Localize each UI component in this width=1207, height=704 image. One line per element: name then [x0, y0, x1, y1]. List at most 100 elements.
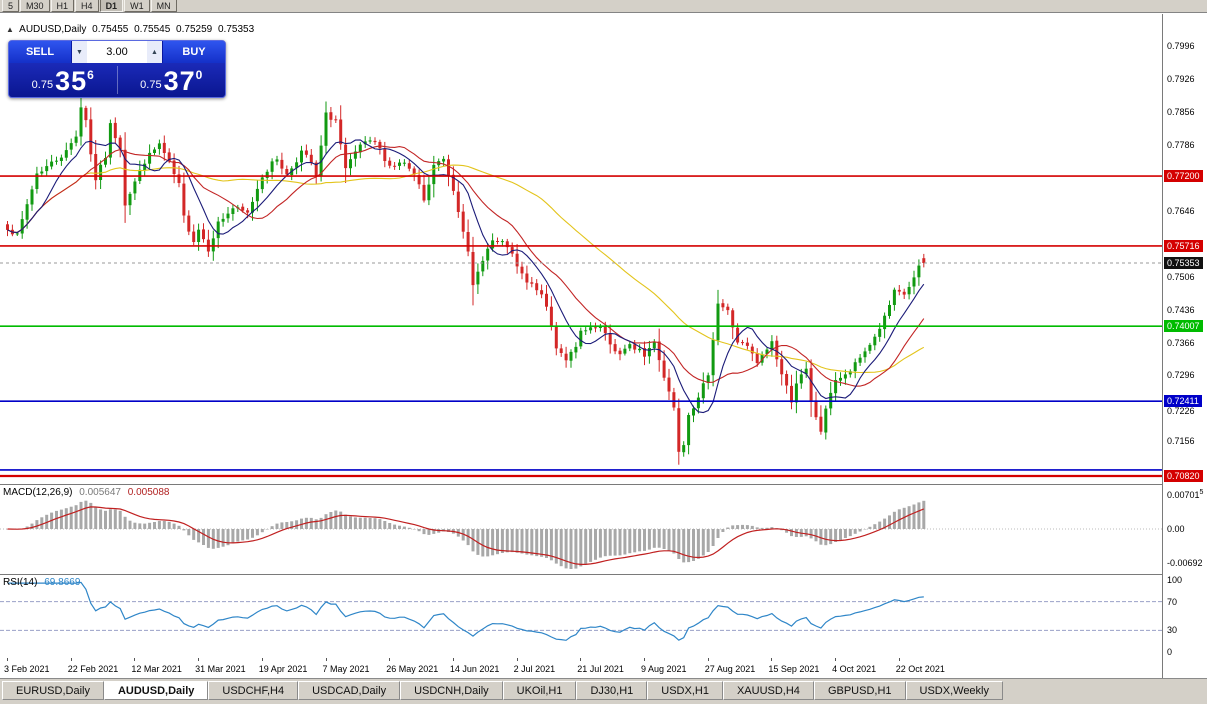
price-axis[interactable]: 0.7996 0.7926 0.7856 0.7786 0.7646 0.7506 0.74… [1163, 14, 1207, 678]
chart-tab-usdx-weekly[interactable]: USDX,Weekly [905, 681, 1003, 700]
candle [853, 358, 857, 379]
macd-bar [579, 529, 583, 567]
candle [226, 207, 230, 223]
candle [378, 139, 382, 155]
pane-separator[interactable] [0, 574, 1207, 575]
price-tick-label: 0.7366 [1167, 337, 1195, 348]
macd-bar [353, 517, 357, 529]
macd-bar [868, 526, 872, 529]
chart-tab-usdcnh-daily[interactable]: USDCNH,Daily [400, 681, 503, 700]
macd-bar [104, 510, 107, 529]
candle [373, 137, 377, 145]
period-button-d1[interactable]: D1 [99, 0, 124, 12]
time-axis-tick [771, 658, 773, 661]
buy-button[interactable]: BUY [163, 41, 225, 63]
macd-axis-label: 0.00 [1167, 524, 1185, 534]
candle [427, 174, 431, 206]
price-tick-label: 0.7786 [1167, 140, 1195, 151]
macd-bar [221, 529, 225, 547]
macd-bar [667, 529, 671, 551]
candle [839, 372, 842, 386]
period-button-h1[interactable]: H1 [50, 0, 75, 12]
candle [476, 263, 480, 294]
candle [461, 204, 465, 239]
candle [564, 346, 568, 368]
rsi-pane[interactable]: RSI(14) 69.8669 [0, 574, 1162, 658]
macd-bar [594, 529, 597, 560]
chart-tab-ukoil-h1[interactable]: UKOil,H1 [502, 681, 577, 700]
macd-bar [138, 523, 142, 529]
chart-tab-audusd-daily[interactable]: AUDUSD,Daily [103, 681, 209, 700]
macd-bar [863, 529, 867, 530]
candle [300, 145, 303, 172]
chart-tab-dj30-h1[interactable]: DJ30,H1 [576, 681, 648, 700]
candle [50, 154, 54, 170]
chart-symbol-period: AUDUSD,Daily [19, 24, 87, 35]
time-axis[interactable]: 3 Feb 2021 22 Feb 2021 12 Mar 2021 31 Mar 2… [0, 658, 1162, 678]
macd-bar [290, 521, 294, 529]
candle [456, 181, 460, 218]
chart-tab-usdchf-h4[interactable]: USDCHF,H4 [208, 681, 299, 700]
volume-input[interactable]: 3.00 [87, 41, 147, 63]
macd-bar [692, 529, 695, 561]
volume-decrease-icon[interactable]: ▼ [72, 41, 87, 63]
macd-bar [363, 517, 367, 529]
macd-bar [153, 522, 156, 529]
chart-tab-eurusd-daily[interactable]: EURUSD,Daily [2, 681, 104, 700]
current-price-badge: 0.75353 [1164, 256, 1203, 269]
candle [157, 139, 161, 155]
buy-price[interactable]: 0.75 37 0 [118, 63, 226, 97]
candle [520, 261, 524, 280]
candle [349, 153, 352, 176]
price-chart-pane[interactable]: ▲ AUDUSD,Daily 0.75455 0.75545 0.75259 0… [0, 14, 1162, 484]
candle [231, 204, 235, 221]
date-label: 2 Jul 2021 [513, 664, 556, 674]
rsi-canvas [0, 581, 1162, 641]
pane-separator[interactable] [0, 484, 1207, 485]
date-label: 12 Mar 2021 [131, 664, 182, 674]
sell-button[interactable]: SELL [9, 41, 71, 63]
candle [594, 322, 597, 333]
candle [574, 342, 578, 359]
macd-bar [608, 529, 612, 556]
candle [108, 119, 112, 165]
time-axis-tick [452, 658, 454, 661]
candle [510, 242, 514, 257]
period-button-w1[interactable]: W1 [124, 0, 150, 12]
macd-bar [89, 502, 93, 529]
macd-bar [839, 529, 842, 540]
sell-price[interactable]: 0.75 35 6 [9, 63, 117, 97]
price-tick-label: 0.7856 [1167, 107, 1195, 118]
candle [848, 369, 852, 378]
volume-increase-icon[interactable]: ▲ [147, 41, 162, 63]
chart-tab-gbpusd-h1[interactable]: GBPUSD,H1 [813, 681, 906, 700]
rsi-axis-label: 100 [1167, 575, 1183, 585]
period-button-mn[interactable]: MN [150, 0, 177, 12]
chart-tab-usdcad-daily[interactable]: USDCAD,Daily [298, 681, 401, 700]
period-button-m30[interactable]: M30 [20, 0, 50, 12]
one-click-collapse-icon[interactable]: ▲ [6, 25, 14, 34]
time-axis-tick [261, 658, 263, 661]
chart-tab-usdx-h1[interactable]: USDX,H1 [647, 681, 723, 700]
macd-bar [618, 529, 622, 556]
candle [549, 296, 553, 331]
macd-bar [922, 500, 926, 529]
rsi-name: RSI(14) [3, 577, 38, 588]
chart-tab-xauusd-h4[interactable]: XAUUSD,H4 [722, 681, 814, 700]
price-chart-canvas[interactable] [0, 14, 1162, 484]
macd-bar [858, 529, 862, 532]
candle [804, 361, 808, 378]
candle [785, 370, 789, 394]
macd-pane[interactable]: MACD(12,26,9) 0.005647 0.005088 [0, 484, 1162, 574]
price-tick-label: 0.7156 [1167, 436, 1195, 447]
time-axis-tick [134, 658, 136, 661]
period-button-5[interactable]: 5 [2, 0, 20, 12]
candle [339, 105, 343, 150]
period-button-h4[interactable]: H4 [75, 0, 99, 12]
candle [133, 178, 137, 200]
macd-bar [716, 529, 720, 538]
macd-bar [94, 507, 98, 529]
macd-bar [520, 529, 524, 554]
macd-bar [25, 526, 29, 529]
macd-bar [255, 529, 259, 536]
